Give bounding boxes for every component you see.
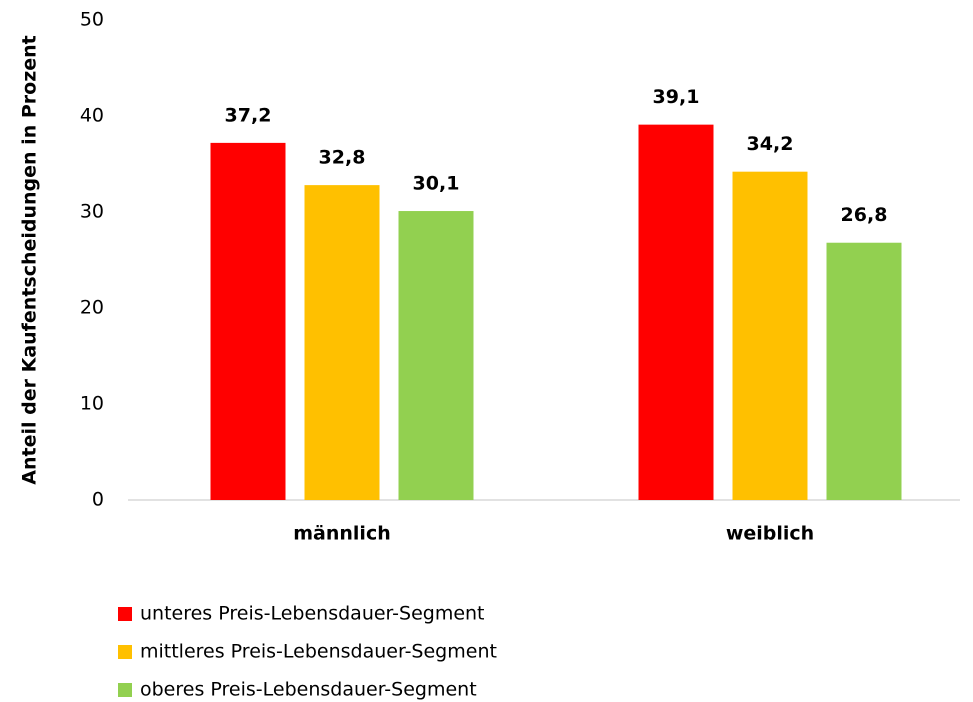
bar	[304, 185, 380, 500]
legend-swatch	[118, 683, 132, 697]
data-label: 39,1	[653, 86, 700, 108]
y-axis-label: Anteil der Kaufentscheidungen in Prozent	[19, 35, 41, 484]
bar	[638, 124, 714, 500]
legend-swatch	[118, 607, 132, 621]
y-tick-label: 10	[80, 393, 104, 415]
legend-swatch	[118, 645, 132, 659]
data-label: 37,2	[225, 104, 272, 126]
x-tick-label: männlich	[293, 523, 391, 545]
data-label: 34,2	[747, 133, 794, 155]
data-label: 26,8	[841, 204, 888, 226]
legend-label: mittleres Preis-Lebensdauer-Segment	[140, 641, 497, 663]
data-label: 30,1	[413, 173, 460, 195]
bar	[210, 142, 286, 500]
bar	[398, 211, 474, 501]
bar	[826, 242, 902, 500]
y-tick-label: 40	[80, 105, 104, 127]
data-label: 32,8	[319, 147, 366, 169]
y-tick-label: 0	[92, 489, 104, 511]
legend-label: oberes Preis-Lebensdauer-Segment	[140, 679, 477, 701]
y-tick-label: 50	[80, 9, 104, 31]
bar	[732, 171, 808, 500]
y-tick-label: 30	[80, 201, 104, 223]
legend-label: unteres Preis-Lebensdauer-Segment	[140, 603, 485, 625]
y-tick-label: 20	[80, 297, 104, 319]
x-tick-label: weiblich	[726, 523, 814, 545]
